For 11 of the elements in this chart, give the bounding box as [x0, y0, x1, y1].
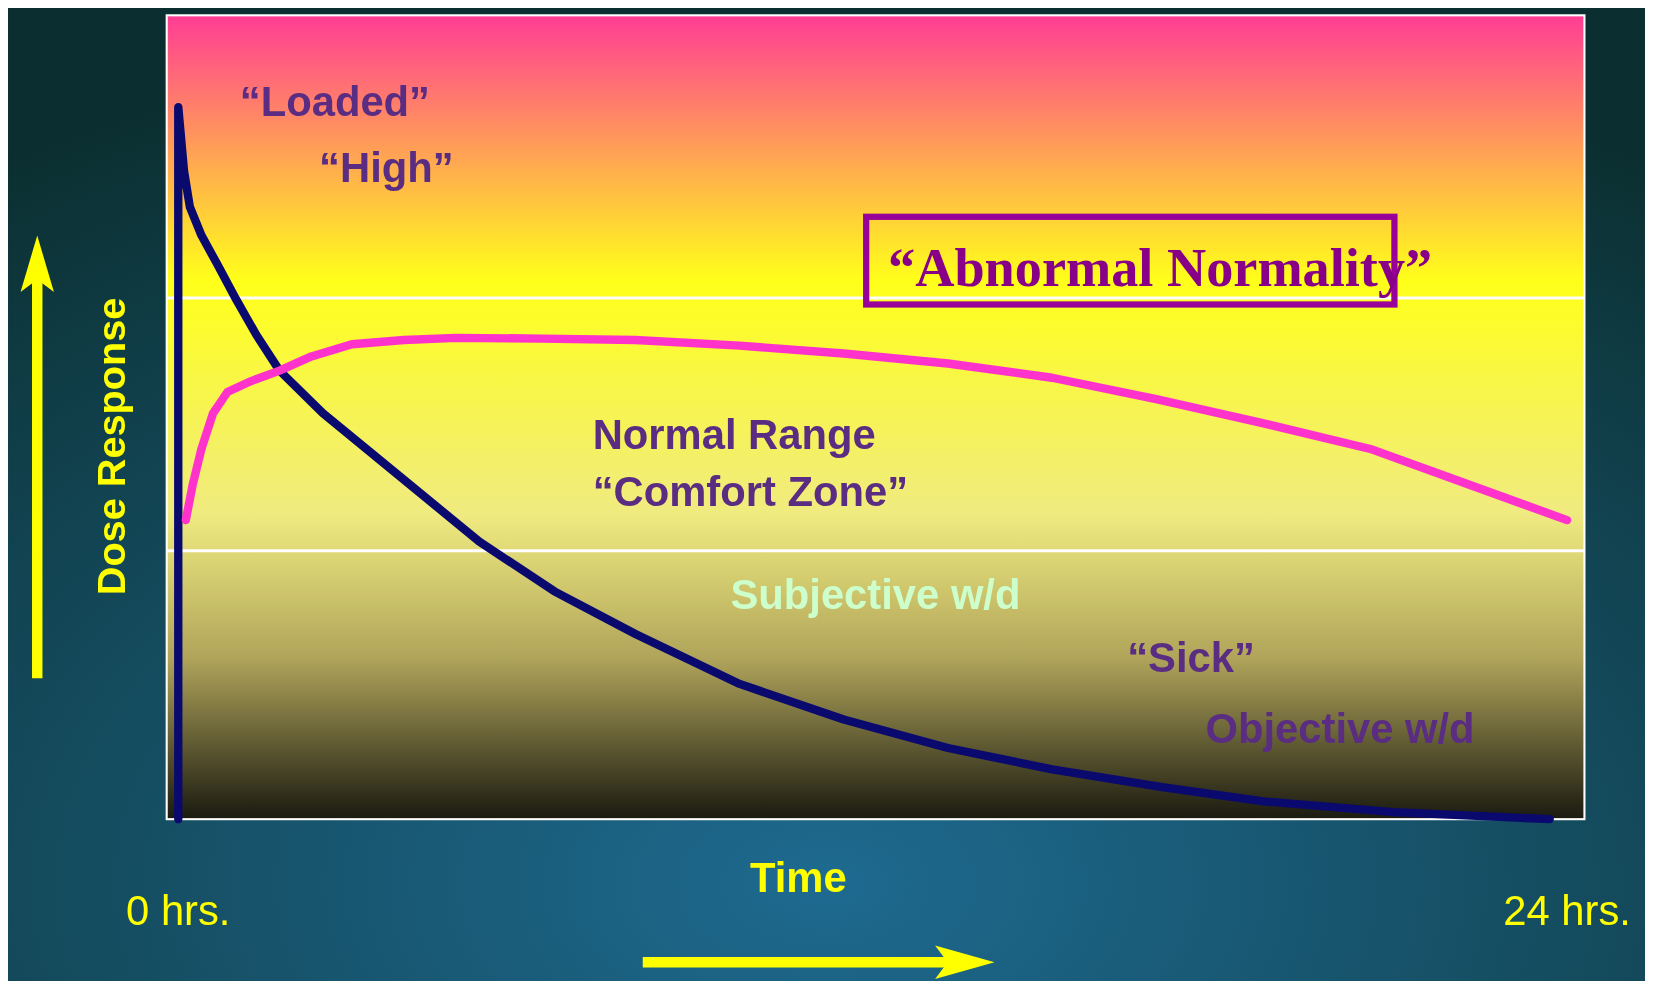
annotation: “High” [319, 144, 454, 192]
x-axis-title: Time [749, 854, 847, 902]
annotation: “Loaded” [239, 77, 430, 125]
annotation: Normal Range [592, 410, 876, 458]
annotation: “Sick” [1127, 633, 1255, 681]
x-tick-label: 24 hrs. [1503, 886, 1631, 934]
x-tick-label: 0 hrs. [126, 886, 231, 934]
annotation: “Comfort Zone” [592, 467, 909, 515]
y-axis-title: Dose Response [88, 297, 133, 596]
annotation: Objective w/d [1205, 704, 1475, 752]
annotation: Subjective w/d [730, 571, 1021, 619]
